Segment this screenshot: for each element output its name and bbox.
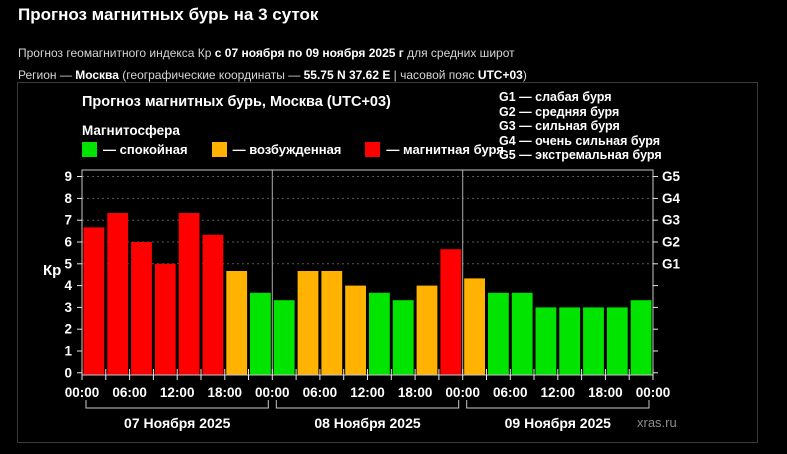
magnetosphere-legend-title: Магнитосфера	[82, 123, 180, 138]
kp-bar	[345, 285, 366, 375]
kp-bar	[630, 300, 652, 375]
chart-title: Прогноз магнитных бурь, Москва (UTC+03)	[82, 94, 391, 110]
g-axis-tick-label: G2	[662, 235, 680, 250]
kp-bar	[606, 307, 628, 375]
subtitle-suffix: для средних широт	[403, 46, 515, 60]
kp-bar	[416, 285, 438, 375]
watermark-xras[interactable]: xras.ru	[637, 415, 677, 430]
timezone-prefix: | часовой пояс	[390, 68, 478, 82]
g-axis-tick-label: G5	[662, 169, 681, 184]
y-axis-tick-label: 8	[64, 191, 72, 206]
kp-bar	[83, 227, 105, 375]
g-axis-tick-label: G4	[662, 191, 681, 206]
y-axis-tick-label: 6	[64, 235, 72, 250]
legend-item-quiet: — спокойная	[82, 142, 188, 157]
kp-bar	[440, 249, 462, 375]
chart-panel: Прогноз магнитных бурь, Москва (UTC+03) …	[17, 82, 758, 443]
kp-bar	[107, 213, 129, 375]
day-label: 07 Ноября 2025	[124, 415, 231, 431]
magnetosphere-legend: — спокойная — возбужденная — магнитная бур…	[82, 142, 504, 157]
kp-bar	[250, 292, 271, 375]
storm-swatch-icon	[365, 142, 381, 157]
x-axis-tick-label: 00:00	[65, 385, 100, 400]
g-scale-line: G1 — слабая буря	[499, 90, 612, 104]
kp-bar	[178, 213, 200, 375]
timezone-value: UTC+03	[477, 68, 523, 82]
day-label: 09 Ноября 2025	[505, 415, 612, 431]
legend-item-label: — магнитная буря	[386, 142, 504, 157]
kp-bar	[297, 271, 319, 375]
g-scale-legend: G1 — слабая буря G2 — средняя буря G3 — си…	[499, 90, 662, 163]
kp-bar	[511, 292, 533, 375]
x-axis-tick-label: 12:00	[350, 385, 385, 400]
kp-bar	[464, 278, 485, 375]
day-bracket	[275, 400, 460, 409]
subtitle-date-range: с 07 ноября по 09 ноября 2025 г	[214, 46, 404, 60]
kp-bar	[131, 242, 152, 375]
x-axis-tick-label: 12:00	[160, 385, 195, 400]
region-name: Москва	[75, 68, 119, 82]
x-axis-tick-label: 18:00	[208, 385, 243, 400]
kp-bar	[369, 292, 390, 375]
legend-item-excited: — возбужденная	[211, 142, 342, 157]
g-scale-line: G2 — средняя буря	[499, 104, 620, 119]
forecast-subtitle: Прогноз геомагнитного индекса Кр с 07 но…	[18, 46, 515, 60]
y-axis-tick-label: 4	[64, 278, 72, 293]
kp-bar	[321, 271, 343, 375]
kp-bar	[535, 307, 557, 375]
x-axis-tick-label: 00:00	[445, 385, 480, 400]
g-scale-line: G5 — экстремальная буря	[499, 148, 662, 163]
kp-bar	[154, 263, 176, 375]
y-axis-title: Кр	[43, 262, 61, 279]
kp-bar	[202, 234, 224, 375]
x-axis-tick-label: 00:00	[636, 385, 671, 400]
kp-bar	[226, 271, 248, 375]
kp-bar-chart: 0 1 2 3 4 5 6 7 8 9 G1 G2 G3 G4 G5 00:00 06:00 12:00 18:00…	[43, 169, 681, 431]
y-axis-tick-label: 7	[64, 213, 72, 228]
y-axis-tick-label: 2	[64, 322, 72, 337]
region-line: Регион — Москва (географические координа…	[18, 68, 527, 82]
day-bracket	[466, 400, 650, 409]
y-axis-tick-label: 9	[64, 169, 72, 184]
x-axis-tick-label: 18:00	[398, 385, 433, 400]
subtitle-prefix: Прогноз геомагнитного индекса Кр	[18, 46, 215, 60]
g-scale-line: G3 — сильная буря	[499, 119, 620, 134]
g-scale-line: G4 — очень сильная буря	[499, 133, 660, 148]
coords-value: 55.75 N 37.62 E	[303, 68, 391, 82]
g-axis-tick-label: G3	[662, 213, 681, 228]
legend-item-storm: — магнитная буря	[365, 142, 504, 157]
region-label: Регион —	[18, 68, 76, 82]
x-axis-tick-label: 06:00	[303, 385, 338, 400]
kp-bar	[559, 307, 581, 375]
region-line-close: )	[522, 68, 527, 82]
page-title: Прогноз магнитных бурь на 3 суток	[18, 5, 319, 24]
g-axis-tick-label: G1	[662, 256, 681, 271]
kp-bar	[488, 292, 509, 375]
x-axis-tick-label: 06:00	[112, 385, 147, 400]
kp-bar	[273, 300, 295, 375]
kp-bar	[583, 307, 604, 375]
x-axis-tick-label: 06:00	[493, 385, 528, 400]
day-label: 08 Ноября 2025	[314, 415, 421, 431]
y-axis-tick-label: 3	[64, 300, 72, 315]
quiet-swatch-icon	[82, 142, 97, 157]
day-bracket	[85, 400, 269, 409]
kp-bar	[392, 300, 414, 375]
legend-item-label: — возбужденная	[232, 142, 342, 157]
x-axis-tick-label: 12:00	[541, 385, 576, 400]
excited-swatch-icon	[211, 142, 227, 157]
legend-item-label: — спокойная	[103, 142, 188, 157]
y-axis-tick-label: 5	[64, 256, 72, 271]
x-axis-tick-label: 18:00	[588, 385, 623, 400]
y-axis-tick-label: 0	[64, 365, 72, 380]
y-axis-tick-label: 1	[64, 344, 72, 359]
coords-prefix: (географические координаты —	[118, 68, 304, 82]
x-axis-tick-label: 00:00	[255, 385, 290, 400]
